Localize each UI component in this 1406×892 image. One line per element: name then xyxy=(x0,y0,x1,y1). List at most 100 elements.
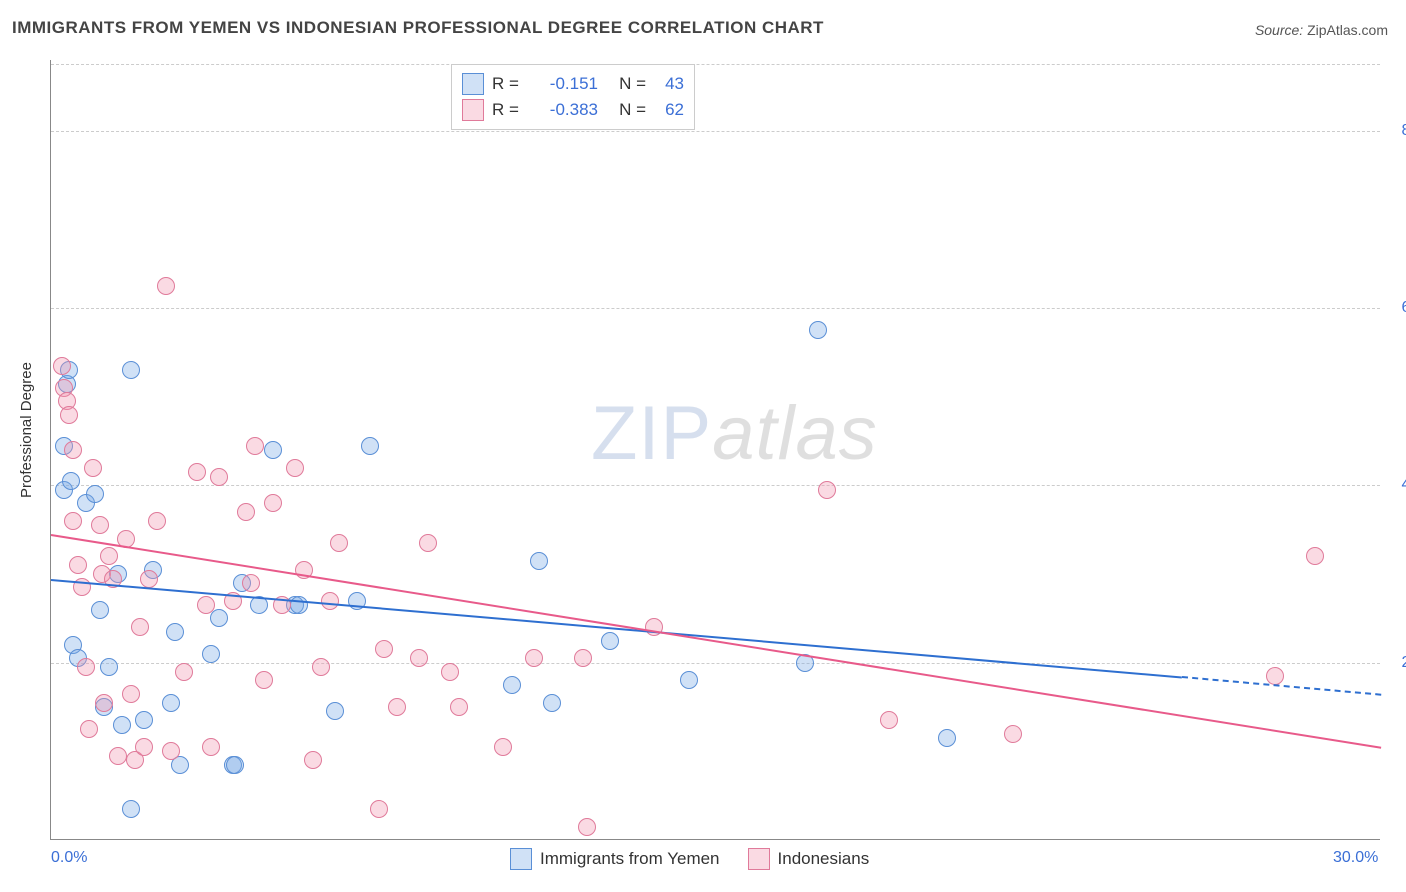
series-legend-item-0: Immigrants from Yemen xyxy=(510,848,720,870)
data-point xyxy=(441,663,459,681)
x-tick-label: 30.0% xyxy=(1333,849,1378,867)
gridline xyxy=(51,131,1380,132)
data-point xyxy=(131,618,149,636)
series-name-0: Immigrants from Yemen xyxy=(540,849,720,869)
data-point xyxy=(135,711,153,729)
legend-swatch-1 xyxy=(462,99,484,121)
series-legend-item-1: Indonesians xyxy=(748,848,870,870)
data-point xyxy=(450,698,468,716)
data-point xyxy=(503,676,521,694)
y-axis-label: Professional Degree xyxy=(18,362,35,498)
data-point xyxy=(122,800,140,818)
series-swatch-1 xyxy=(748,848,770,870)
data-point xyxy=(64,512,82,530)
data-point xyxy=(86,485,104,503)
data-point xyxy=(140,570,158,588)
y-tick-label: 6.0% xyxy=(1388,299,1406,317)
gridline xyxy=(51,663,1380,664)
data-point xyxy=(197,596,215,614)
data-point xyxy=(680,671,698,689)
data-point xyxy=(237,503,255,521)
data-point xyxy=(226,756,244,774)
plot-area: ZIPatlas R = -0.151 N = 43 R = -0.383 N … xyxy=(50,60,1380,840)
source-label: Source: xyxy=(1255,22,1303,38)
legend-r-value-0: -0.151 xyxy=(534,74,598,94)
series-swatch-0 xyxy=(510,848,532,870)
data-point xyxy=(60,406,78,424)
correlation-legend: R = -0.151 N = 43 R = -0.383 N = 62 xyxy=(451,64,695,130)
data-point xyxy=(809,321,827,339)
data-point xyxy=(122,361,140,379)
y-tick-label: 8.0% xyxy=(1388,122,1406,140)
data-point xyxy=(95,694,113,712)
data-point xyxy=(330,534,348,552)
data-point xyxy=(370,800,388,818)
gridline xyxy=(51,485,1380,486)
data-point xyxy=(1004,725,1022,743)
legend-swatch-0 xyxy=(462,73,484,95)
data-point xyxy=(264,494,282,512)
source-attribution: Source: ZipAtlas.com xyxy=(1255,22,1388,38)
data-point xyxy=(601,632,619,650)
data-point xyxy=(242,574,260,592)
data-point xyxy=(77,658,95,676)
gridline xyxy=(51,308,1380,309)
legend-row-1: R = -0.383 N = 62 xyxy=(462,97,684,123)
data-point xyxy=(818,481,836,499)
data-point xyxy=(1306,547,1324,565)
data-point xyxy=(255,671,273,689)
data-point xyxy=(166,623,184,641)
x-tick-label: 0.0% xyxy=(51,849,87,867)
series-name-1: Indonesians xyxy=(778,849,870,869)
data-point xyxy=(410,649,428,667)
data-point xyxy=(113,716,131,734)
data-point xyxy=(494,738,512,756)
gridline xyxy=(51,64,1380,65)
data-point xyxy=(938,729,956,747)
data-point xyxy=(100,547,118,565)
data-point xyxy=(880,711,898,729)
regression-line xyxy=(51,534,1381,749)
data-point xyxy=(286,459,304,477)
legend-r-label-0: R = xyxy=(492,74,526,94)
data-point xyxy=(321,592,339,610)
data-point xyxy=(525,649,543,667)
data-point xyxy=(135,738,153,756)
data-point xyxy=(361,437,379,455)
data-point xyxy=(80,720,98,738)
data-point xyxy=(175,663,193,681)
data-point xyxy=(419,534,437,552)
series-legend: Immigrants from Yemen Indonesians xyxy=(510,848,869,870)
data-point xyxy=(162,694,180,712)
data-point xyxy=(210,609,228,627)
data-point xyxy=(188,463,206,481)
data-point xyxy=(122,685,140,703)
chart-container: IMMIGRANTS FROM YEMEN VS INDONESIAN PROF… xyxy=(0,0,1406,892)
legend-r-label-1: R = xyxy=(492,100,526,120)
source-value: ZipAtlas.com xyxy=(1307,22,1388,38)
data-point xyxy=(53,357,71,375)
data-point xyxy=(530,552,548,570)
data-point xyxy=(84,459,102,477)
legend-r-value-1: -0.383 xyxy=(534,100,598,120)
data-point xyxy=(578,818,596,836)
watermark: ZIPatlas xyxy=(591,390,878,477)
data-point xyxy=(157,277,175,295)
data-point xyxy=(162,742,180,760)
legend-row-0: R = -0.151 N = 43 xyxy=(462,71,684,97)
legend-n-value-0: 43 xyxy=(654,74,684,94)
data-point xyxy=(304,751,322,769)
y-tick-label: 4.0% xyxy=(1388,476,1406,494)
data-point xyxy=(109,747,127,765)
data-point xyxy=(148,512,166,530)
chart-title: IMMIGRANTS FROM YEMEN VS INDONESIAN PROF… xyxy=(12,18,824,38)
y-tick-label: 2.0% xyxy=(1388,654,1406,672)
data-point xyxy=(62,472,80,490)
legend-n-label-0: N = xyxy=(606,74,646,94)
data-point xyxy=(100,658,118,676)
data-point xyxy=(312,658,330,676)
legend-n-label-1: N = xyxy=(606,100,646,120)
data-point xyxy=(264,441,282,459)
data-point xyxy=(574,649,592,667)
data-point xyxy=(91,601,109,619)
